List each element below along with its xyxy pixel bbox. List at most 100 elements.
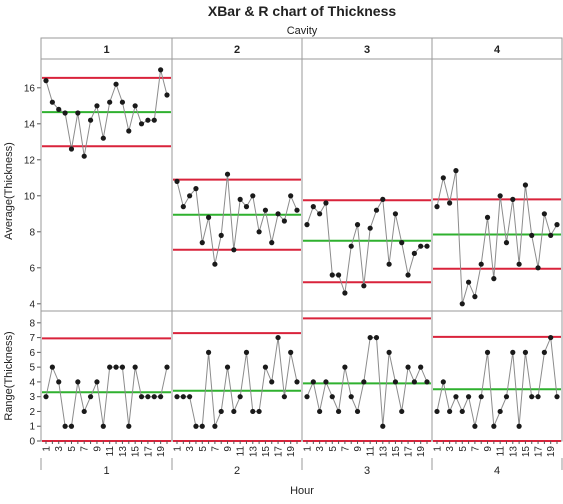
xbar-data-point [87, 117, 94, 123]
range-data-point [294, 379, 300, 385]
x-tick-label: 3 [445, 446, 456, 452]
xbar-data-point [174, 178, 180, 184]
range-data-point [145, 394, 151, 400]
range-data-point [107, 364, 113, 370]
range-y-tick-label: 2 [29, 407, 35, 418]
range-data-point [310, 379, 316, 385]
x-tick-label: 1 [173, 446, 184, 452]
xbar-data-point [491, 276, 497, 282]
xbar-data-point [237, 196, 243, 202]
xbar-data-point [81, 153, 87, 159]
x-tick-label: 9 [483, 446, 494, 452]
xbar-data-point [269, 240, 275, 246]
x-tick-label: 17 [404, 446, 415, 458]
xbar-data-point [418, 243, 424, 249]
range-data-point [269, 379, 275, 385]
range-data-point [180, 394, 186, 400]
xbar-data-point [510, 196, 516, 202]
range-data-point [288, 349, 294, 355]
range-data-point [354, 408, 361, 415]
range-data-point [94, 379, 100, 385]
xbar-data-point [497, 193, 503, 199]
x-group-label-1: 1 [103, 465, 109, 477]
xbar-data-point [43, 78, 49, 84]
range-y-tick-label: 8 [29, 318, 35, 329]
xbar-data-point [145, 117, 151, 123]
range-data-point [491, 423, 497, 429]
x-tick-label: 3 [185, 446, 196, 452]
xbar-data-point [459, 301, 465, 307]
xbar-data-point [49, 99, 55, 105]
xbar-data-point [304, 222, 310, 228]
xbar-data-point [193, 186, 199, 192]
range-panel-frame-1 [40, 310, 173, 442]
xbar-data-point [62, 110, 68, 116]
range-data-point [250, 408, 256, 415]
range-data-point [75, 379, 81, 385]
range-data-point [510, 349, 516, 355]
x-tick-label: 15 [391, 446, 402, 458]
range-data-point [49, 364, 55, 370]
xbar-data-point [212, 261, 218, 267]
xbar-data-point [367, 225, 373, 231]
xbar-y-tick-label: 6 [29, 263, 35, 274]
xbar-data-point [399, 240, 405, 246]
x-tick-label: 13 [248, 446, 259, 458]
xbar-data-point [231, 247, 237, 253]
xbar-data-point [218, 232, 224, 238]
x-tick-label: 5 [458, 446, 469, 452]
range-data-point [329, 394, 335, 400]
xbar-data-point [138, 121, 145, 127]
xbar-data-point [440, 175, 446, 181]
xbar-data-point [373, 207, 380, 213]
xbar-y-tick-label: 10 [24, 191, 36, 202]
xbar-data-point [224, 171, 231, 177]
xbar-y-tick-label: 16 [24, 83, 36, 94]
range-data-point [256, 408, 262, 415]
xbar-data-point [275, 211, 281, 217]
xbar-series-line-3 [306, 197, 427, 294]
x-tick-label: 13 [508, 446, 519, 458]
x-tick-label: 17 [143, 446, 154, 458]
xbar-data-point [310, 204, 316, 210]
xbar-y-tick-label: 8 [29, 227, 35, 238]
x-tick-label: 7 [80, 446, 91, 452]
range-data-point [348, 394, 354, 400]
range-data-point [237, 394, 243, 400]
x-tick-label: 15 [521, 446, 532, 458]
range-data-point [424, 379, 430, 385]
xbar-series-line-4 [436, 170, 558, 304]
xbar-data-point [158, 67, 164, 73]
x-tick-label: 5 [67, 446, 78, 452]
range-data-point [411, 379, 417, 385]
xbar-data-point [281, 218, 287, 224]
xbar-data-point [107, 99, 113, 105]
x-group-label-4: 4 [494, 465, 500, 477]
range-data-point [554, 394, 560, 400]
range-data-point [304, 394, 310, 400]
range-data-point [497, 408, 503, 415]
xbar-data-point [68, 146, 75, 152]
xbar-data-point [354, 222, 361, 228]
range-data-point [399, 408, 405, 415]
range-data-point [478, 394, 484, 400]
range-y-tick-label: 3 [29, 392, 35, 403]
x-tick-label: 9 [353, 446, 364, 452]
range-series-line-3 [306, 337, 428, 427]
range-series-line-2 [177, 337, 298, 427]
range-data-point [62, 423, 68, 429]
x-tick-label: 15 [131, 446, 142, 458]
group-label: Cavity [287, 25, 318, 37]
range-data-point [218, 408, 224, 415]
xbar-data-point [348, 243, 354, 249]
range-panel-frame-3 [301, 310, 433, 442]
x-tick-label: 19 [156, 446, 167, 458]
range-data-point [138, 394, 145, 400]
x-tick-label: 1 [303, 446, 314, 452]
x-tick-label: 13 [118, 446, 129, 458]
xbar-data-point [548, 232, 554, 238]
range-data-point [187, 394, 193, 400]
range-y-tick-label: 4 [29, 377, 35, 388]
xbar-data-point [199, 240, 205, 246]
